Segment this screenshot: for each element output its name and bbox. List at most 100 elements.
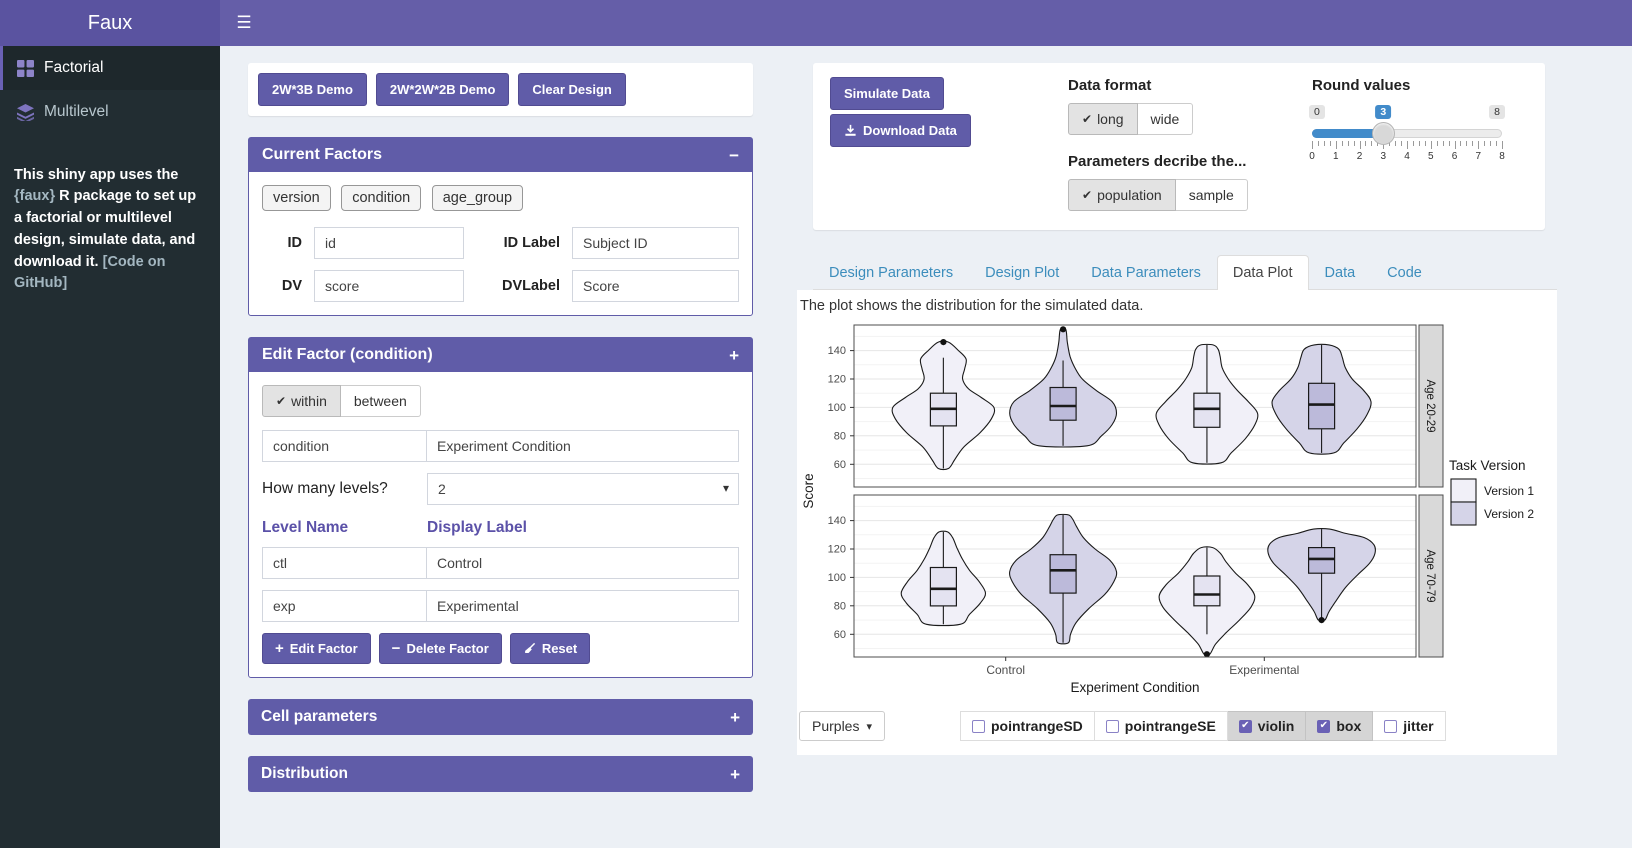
tab-data-parameters[interactable]: Data Parameters	[1091, 265, 1201, 281]
parameters-describe-toggle: ✔ population ✔ sample	[1068, 179, 1248, 211]
wide-option[interactable]: ✔ wide	[1137, 103, 1194, 135]
between-option[interactable]: ✔ between	[340, 385, 421, 417]
tab-data-plot[interactable]: Data Plot	[1216, 255, 1309, 291]
id-label-input[interactable]	[572, 227, 739, 259]
slider-tick-label: 7	[1475, 151, 1482, 162]
jitter-checkbox[interactable]: jitter	[1373, 711, 1446, 741]
levels-count-select[interactable]: ▾	[427, 473, 739, 505]
panel-title: Edit Factor (condition)	[262, 346, 433, 363]
parameters-describe-label: Parameters decribe the...	[1068, 153, 1247, 170]
pointrangese-checkbox[interactable]: pointrangeSE	[1094, 711, 1228, 741]
y-tick-label: 60	[834, 629, 846, 641]
long-option[interactable]: ✔ long	[1068, 103, 1138, 135]
factor-chip-age-group[interactable]: age_group	[431, 185, 524, 211]
level-table-headers: Level Name Display Label	[262, 519, 739, 537]
expand-icon[interactable]: +	[729, 345, 739, 365]
factor-name-input[interactable]	[262, 430, 427, 462]
y-tick-label: 120	[828, 374, 846, 386]
x-tick-label: Control	[986, 663, 1025, 677]
sidebar-item-factorial[interactable]: Factorial	[0, 46, 220, 90]
edit-factor-header[interactable]: Edit Factor (condition) +	[249, 338, 752, 372]
slider-tick-label: 2	[1356, 151, 1363, 162]
checkbox-icon: ✔	[1317, 719, 1331, 733]
expand-icon[interactable]: +	[730, 764, 740, 784]
checkbox-icon	[1384, 719, 1398, 733]
plus-icon: +	[275, 640, 284, 657]
plot-controls: Purples ▾ pointrangeSD pointrangeSE ✔ vi…	[799, 711, 1555, 741]
output-column: Simulate Data Download Data Data format …	[797, 63, 1557, 755]
cell-parameters-header[interactable]: Cell parameters +	[248, 699, 753, 735]
clear-design-button[interactable]: Clear Design	[518, 73, 626, 106]
check-icon: ✔	[276, 394, 287, 408]
y-tick-label: 100	[828, 572, 846, 584]
sample-option[interactable]: ✔ sample	[1175, 179, 1248, 211]
outlier-point	[1203, 651, 1210, 658]
facet-age-70-79: 60 80 100 120 140 Age 70-79	[828, 494, 1444, 658]
dv-label-input[interactable]	[572, 270, 739, 302]
panel-title: Current Factors	[262, 146, 383, 163]
level-2-name-input[interactable]	[262, 590, 427, 622]
delete-factor-button[interactable]: − Delete Factor	[378, 633, 502, 664]
pointrangesd-checkbox[interactable]: pointrangeSD	[960, 711, 1095, 741]
sidebar-toggle-button[interactable]: ☰	[220, 0, 268, 46]
sidebar-item-label: Factorial	[44, 59, 104, 76]
edit-factor-panel: Edit Factor (condition) + ✔ within ✔ bet…	[248, 337, 753, 678]
id-input[interactable]	[314, 227, 464, 259]
palette-dropdown[interactable]: Purples ▾	[799, 711, 885, 741]
box-checkbox[interactable]: ✔ box	[1306, 711, 1374, 741]
sidebar-item-multilevel[interactable]: Multilevel	[0, 90, 220, 134]
dv-input[interactable]	[314, 270, 464, 302]
data-plot: 60 80 100 120 140 Age 20-29 60 80 100 120 140 Age 7…	[799, 318, 1555, 703]
outlier-point	[1318, 617, 1325, 624]
collapse-icon[interactable]: −	[729, 145, 739, 165]
plot-legend: Task Version Version 1 Version 2	[1449, 458, 1534, 526]
app-logo[interactable]: Faux	[0, 0, 220, 46]
simulate-data-button[interactable]: Simulate Data	[830, 77, 944, 110]
data-plot-svg: 60 80 100 120 140 Age 20-29 60 80 100 120 140 Age 7…	[801, 324, 1534, 695]
top-navbar: Faux ☰	[0, 0, 1632, 46]
box	[1308, 547, 1336, 574]
factor-chip-version[interactable]: version	[262, 185, 331, 211]
tab-data[interactable]: Data	[1324, 265, 1356, 281]
tab-design-plot[interactable]: Design Plot	[985, 265, 1060, 281]
current-factors-header[interactable]: Current Factors −	[249, 138, 752, 172]
checkbox-icon: ✔	[1238, 719, 1252, 733]
sidebar: Factorial Multilevel This shiny app uses…	[0, 46, 220, 848]
slider-tick-label: 1	[1333, 151, 1339, 162]
round-values-slider[interactable]: 0 1 2 3 4 5 6 7 8 0 8 3	[1309, 103, 1505, 165]
slider-tick-label: 0	[1309, 151, 1315, 162]
factor-chip-condition[interactable]: condition	[341, 185, 422, 211]
violin-checkbox[interactable]: ✔ violin	[1227, 711, 1307, 741]
within-option[interactable]: ✔ within	[262, 385, 341, 417]
factor-chip-row: version condition age_group	[262, 185, 739, 211]
demo-2w2w2b-button[interactable]: 2W*2W*2B Demo	[375, 73, 510, 106]
demo-2w3b-button[interactable]: 2W*3B Demo	[258, 73, 367, 106]
outlier-point	[1060, 326, 1067, 333]
facet-strip	[1418, 324, 1444, 488]
distribution-header[interactable]: Distribution +	[248, 756, 753, 792]
legend-label: Version 1	[1484, 484, 1534, 498]
slider-tick-label: 5	[1428, 151, 1434, 162]
download-data-button[interactable]: Download Data	[830, 114, 971, 147]
tab-code[interactable]: Code	[1387, 265, 1422, 281]
demo-button-bar: 2W*3B Demo 2W*2W*2B Demo Clear Design	[248, 63, 753, 116]
level-1-label-input[interactable]	[426, 547, 739, 579]
tab-design-parameters[interactable]: Design Parameters	[829, 265, 954, 281]
expand-icon[interactable]: +	[730, 707, 740, 727]
y-tick-label: 80	[834, 600, 846, 612]
id-label-label: ID Label	[503, 235, 560, 251]
slider-handle[interactable]	[1372, 122, 1396, 145]
slider-max-badge: 8	[1489, 105, 1505, 119]
level-1-name-input[interactable]	[262, 547, 427, 579]
panel-title: Cell parameters	[261, 708, 378, 725]
data-format-toggle: ✔ long ✔ wide	[1068, 103, 1194, 135]
broom-icon	[524, 642, 535, 653]
edit-factor-button[interactable]: + Edit Factor	[262, 633, 371, 664]
slider-value-badge: 3	[1375, 105, 1392, 119]
reset-button[interactable]: Reset	[509, 633, 591, 664]
level-2-label-input[interactable]	[426, 590, 739, 622]
y-tick-label: 80	[834, 430, 846, 442]
factor-display-input[interactable]	[426, 430, 739, 462]
population-option[interactable]: ✔ population	[1068, 179, 1176, 211]
github-link[interactable]: [Code on GitHub]	[14, 253, 166, 292]
